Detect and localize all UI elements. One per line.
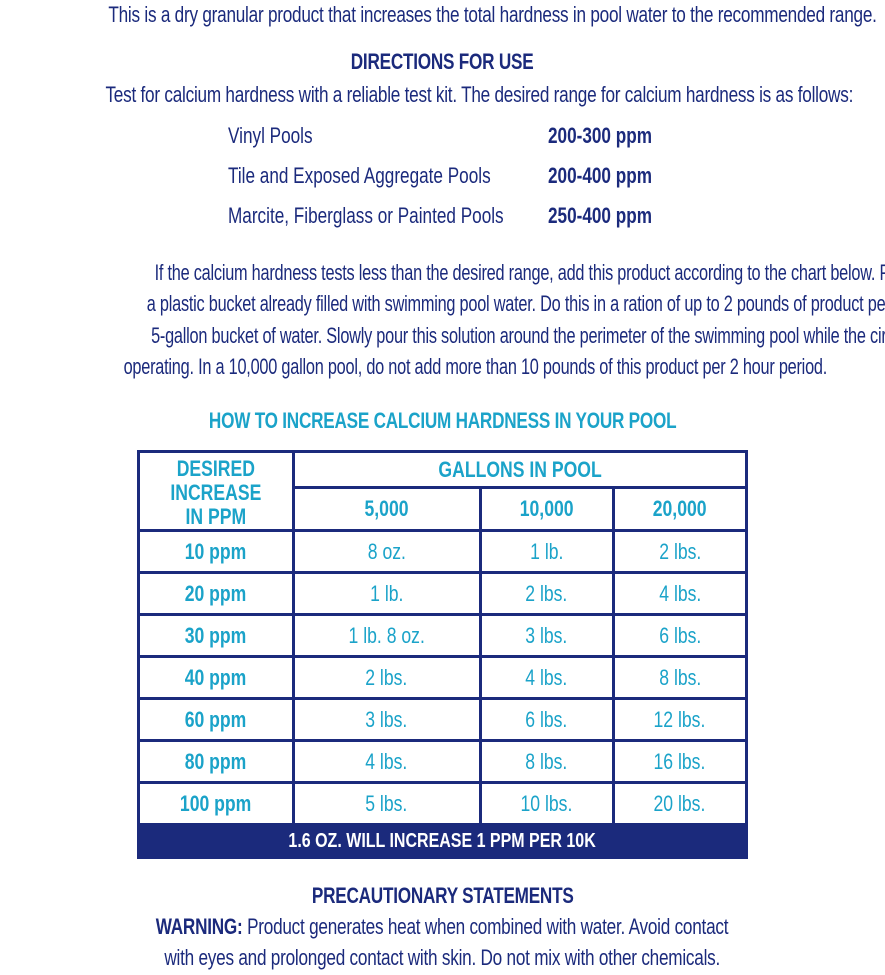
amount-cell: 8 lbs. <box>611 655 749 700</box>
table-row: 10 ppm 8 oz. 1 lb. 2 lbs. <box>137 529 749 574</box>
range-pool: Marcite, Fiberglass or Painted Pools <box>228 203 504 228</box>
dosage-table: DESIRED INCREASE IN PPM GALLONS IN POOL 5,… <box>137 450 749 859</box>
range-pool: Vinyl Pools <box>228 123 313 148</box>
warning-line: WARNING: Product generates heat when com… <box>156 914 729 939</box>
column-header: 5,000 <box>292 486 482 532</box>
amount-cell: 1 lb. 8 oz. <box>292 613 482 658</box>
table-title: HOW TO INCREASE CALCIUM HARDNESS IN YOUR… <box>208 408 677 433</box>
amount-cell: 6 lbs. <box>478 697 615 742</box>
amount-cell: 6 lbs. <box>611 613 749 658</box>
range-ppm: 200-300 ppm <box>548 123 652 148</box>
amount-cell: 16 lbs. <box>611 739 749 784</box>
directions-paragraph-line: operating. In a 10,000 gallon pool, do n… <box>123 354 828 379</box>
amount-cell: 4 lbs. <box>611 571 749 616</box>
table-row: 20 ppm 1 lb. 2 lbs. 4 lbs. <box>137 571 749 616</box>
table-row: 100 ppm 5 lbs. 10 lbs. 20 lbs. <box>137 781 749 826</box>
directions-paragraph-line: 5-gallon bucket of water. Slowly pour th… <box>151 323 885 348</box>
test-line: Test for calcium hardness with a reliabl… <box>105 82 854 107</box>
amount-cell: 3 lbs. <box>478 613 615 658</box>
amount-cell: 4 lbs. <box>478 655 615 700</box>
warning-label: WARNING: <box>156 914 244 939</box>
amount-cell: 12 lbs. <box>611 697 749 742</box>
ppm-cell: 60 ppm <box>137 697 295 742</box>
amount-cell: 5 lbs. <box>292 781 482 826</box>
range-ppm: 250-400 ppm <box>548 203 652 228</box>
range-ppm: 200-400 ppm <box>548 163 652 188</box>
ppm-cell: 30 ppm <box>137 613 295 658</box>
amount-cell: 2 lbs. <box>478 571 615 616</box>
amount-cell: 3 lbs. <box>292 697 482 742</box>
amount-cell: 8 lbs. <box>478 739 615 784</box>
group-header: GALLONS IN POOL <box>292 450 748 489</box>
column-header: 10,000 <box>478 486 615 532</box>
table-row: 60 ppm 3 lbs. 6 lbs. 12 lbs. <box>137 697 749 742</box>
warning-line-2: with eyes and prolonged contact with ski… <box>164 945 721 970</box>
ppm-cell: 10 ppm <box>137 529 295 574</box>
row-header: DESIRED INCREASE IN PPM <box>137 450 295 532</box>
table-row: 80 ppm 4 lbs. 8 lbs. 16 lbs. <box>137 739 749 784</box>
table-row: 40 ppm 2 lbs. 4 lbs. 8 lbs. <box>137 655 749 700</box>
directions-paragraph-line: a plastic bucket already filled with swi… <box>146 291 885 316</box>
ppm-cell: 80 ppm <box>137 739 295 784</box>
amount-cell: 10 lbs. <box>478 781 615 826</box>
ppm-cell: 40 ppm <box>137 655 295 700</box>
intro-text: This is a dry granular product that incr… <box>108 2 877 27</box>
amount-cell: 2 lbs. <box>611 529 749 574</box>
directions-title: DIRECTIONS FOR USE <box>351 49 534 74</box>
ppm-cell: 100 ppm <box>137 781 295 826</box>
amount-cell: 4 lbs. <box>292 739 482 784</box>
amount-cell: 8 oz. <box>292 529 482 574</box>
range-pool: Tile and Exposed Aggregate Pools <box>228 163 491 188</box>
amount-cell: 20 lbs. <box>611 781 749 826</box>
directions-paragraph-line: If the calcium hardness tests less than … <box>154 260 885 285</box>
table-footer: 1.6 OZ. WILL INCREASE 1 PPM PER 10K <box>137 823 748 859</box>
amount-cell: 2 lbs. <box>292 655 482 700</box>
table-row: 30 ppm 1 lb. 8 oz. 3 lbs. 6 lbs. <box>137 613 749 658</box>
ppm-cell: 20 ppm <box>137 571 295 616</box>
column-header: 20,000 <box>611 486 749 532</box>
amount-cell: 1 lb. <box>478 529 615 574</box>
precautionary-title: PRECAUTIONARY STATEMENTS <box>311 883 574 908</box>
amount-cell: 1 lb. <box>292 571 482 616</box>
